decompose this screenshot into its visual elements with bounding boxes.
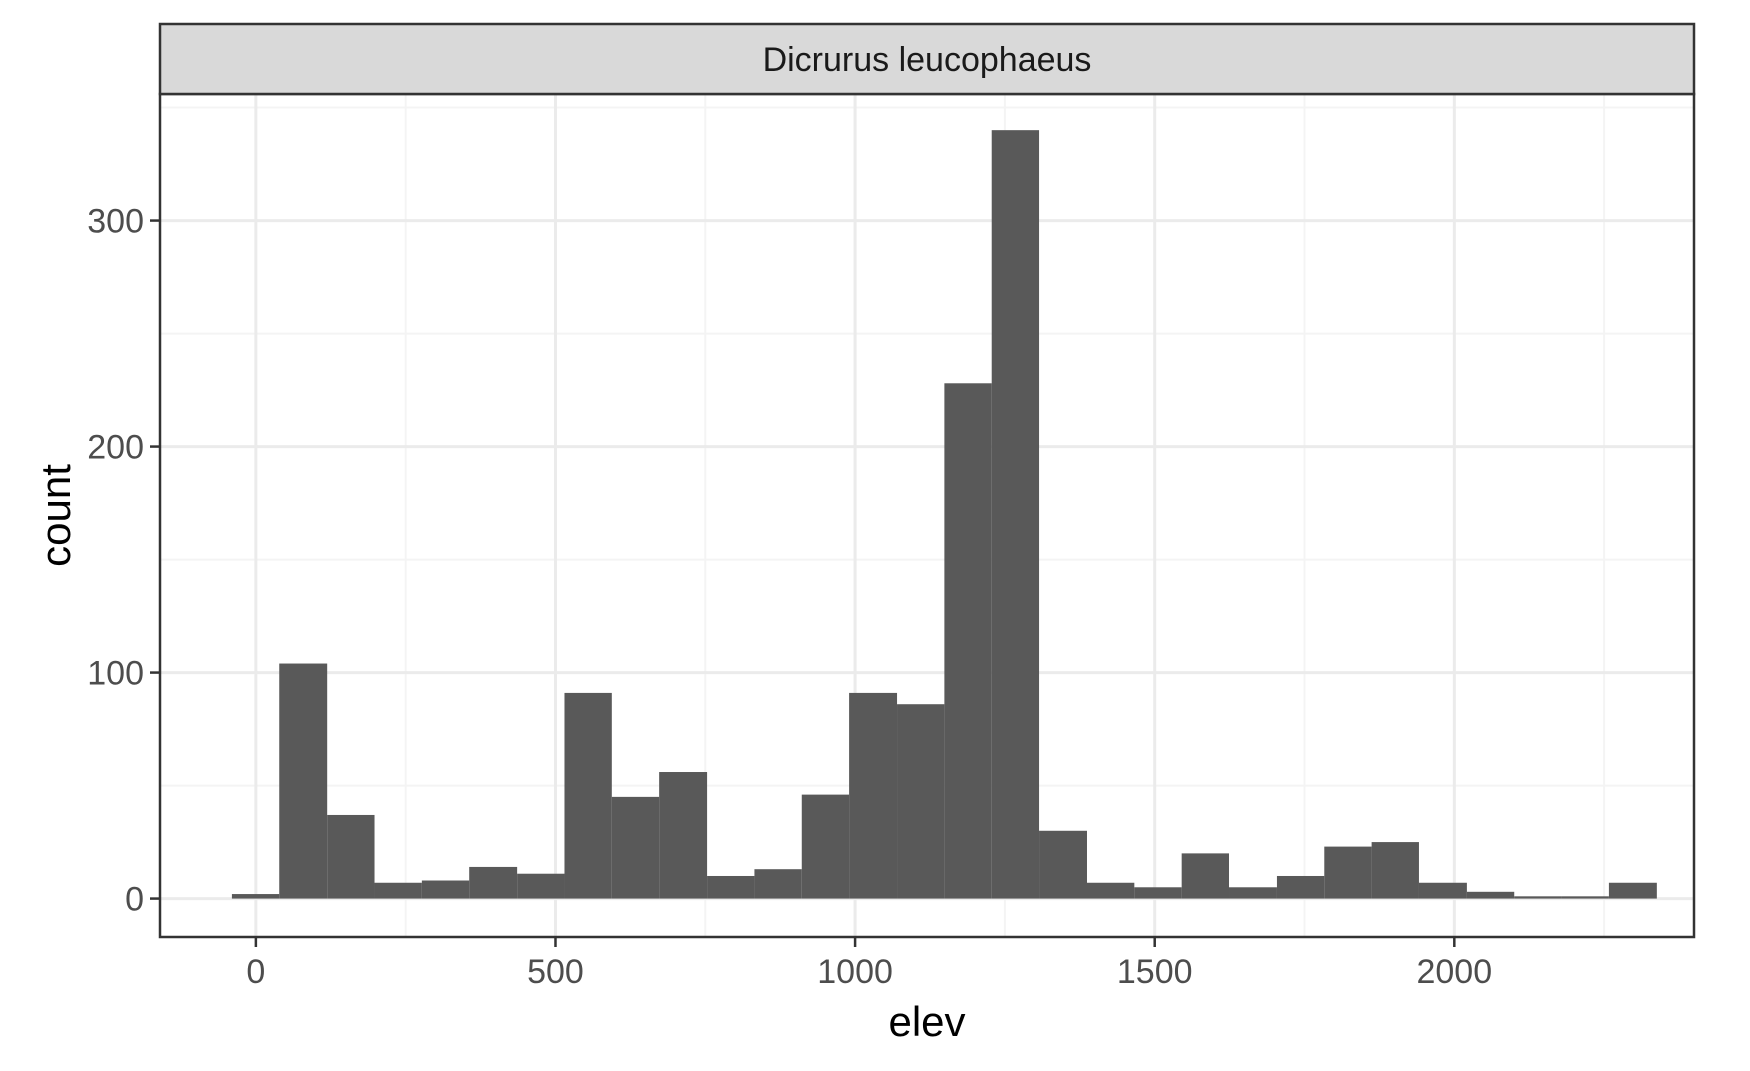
histogram-bar xyxy=(849,692,898,899)
histogram-bar xyxy=(1276,875,1325,899)
histogram-bar xyxy=(754,869,802,899)
facet-strip xyxy=(158,22,1696,96)
histogram-bar xyxy=(517,873,565,899)
histogram-bar xyxy=(611,796,660,899)
histogram-bar xyxy=(564,692,612,899)
x-tick-label: 1500 xyxy=(1117,953,1193,991)
histogram-bars xyxy=(231,130,1657,899)
histogram-bar xyxy=(897,704,945,899)
y-tick-label: 200 xyxy=(87,429,144,467)
histogram-bar xyxy=(944,383,992,899)
histogram-bar xyxy=(469,866,518,899)
histogram-bar xyxy=(1466,891,1515,899)
histogram-bar xyxy=(374,882,422,899)
histogram-bar xyxy=(1608,882,1657,899)
y-tick-label: 100 xyxy=(87,655,144,693)
y-axis-title: count xyxy=(32,464,79,567)
x-tick-label: 1000 xyxy=(817,953,893,991)
histogram-bar xyxy=(1229,887,1277,899)
histogram-bar xyxy=(707,875,755,899)
facet-label: Dicrurus leucophaeus xyxy=(763,41,1092,79)
y-tick-label: 0 xyxy=(125,881,144,919)
histogram-bar xyxy=(1514,896,1562,899)
histogram-bar xyxy=(1324,846,1372,899)
histogram-bar xyxy=(279,663,328,899)
x-tick-label: 500 xyxy=(527,953,584,991)
histogram-bar xyxy=(327,814,375,899)
histogram-bar xyxy=(659,772,708,899)
x-tick-label: 2000 xyxy=(1416,953,1492,991)
histogram-bar xyxy=(231,894,280,899)
y-axis-ticks: 0 100 200 300 xyxy=(87,203,160,919)
histogram-bar xyxy=(1371,842,1419,899)
histogram-bar xyxy=(1086,882,1135,899)
x-axis-title: elev xyxy=(888,998,965,1045)
x-axis-ticks: 0 500 1000 1500 2000 xyxy=(246,937,1492,991)
histogram-bar xyxy=(1181,853,1230,899)
histogram-bar xyxy=(991,130,1040,899)
histogram-bar xyxy=(801,794,850,899)
histogram-bar xyxy=(1561,896,1609,899)
y-tick-label: 300 xyxy=(87,203,144,241)
histogram-bar xyxy=(1039,830,1087,899)
histogram-bar xyxy=(1134,887,1182,899)
histogram-bar xyxy=(1418,882,1467,899)
x-tick-label: 0 xyxy=(246,953,265,991)
histogram-bar xyxy=(421,880,470,899)
